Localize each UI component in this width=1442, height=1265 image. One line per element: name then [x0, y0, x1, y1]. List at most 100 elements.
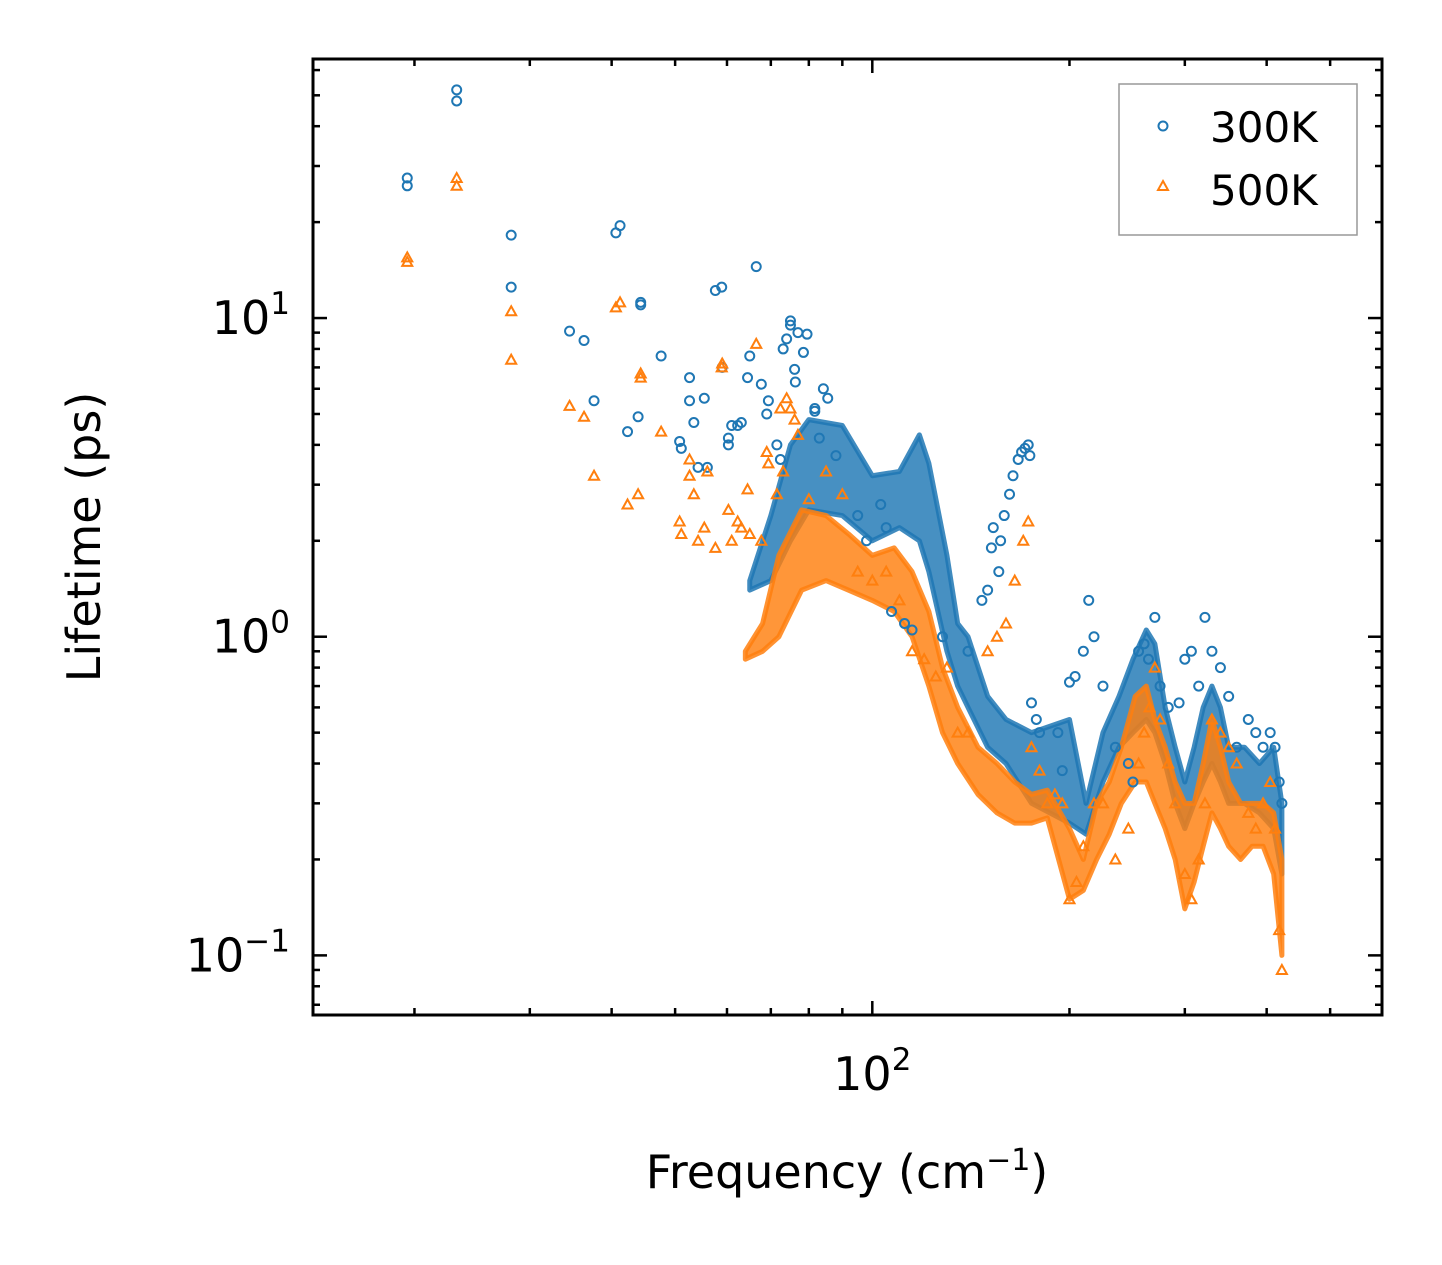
data-point [835, 487, 850, 500]
data-point [674, 435, 686, 447]
x-axis-label: Frequency (cm−1) [646, 1143, 1049, 1199]
data-point [1275, 962, 1289, 975]
data-point [749, 336, 763, 349]
data-point [684, 372, 696, 384]
data-point [1213, 725, 1228, 738]
data-point [1223, 690, 1235, 702]
data-point [822, 392, 834, 404]
data-point [1052, 727, 1064, 739]
data-point [722, 432, 734, 444]
data-point [773, 401, 788, 414]
data-point [742, 372, 754, 384]
data-point [691, 533, 705, 546]
data-point [783, 401, 798, 414]
data-point [781, 333, 793, 345]
data-point [715, 356, 729, 369]
data-point [1087, 796, 1101, 809]
plot-frame [311, 57, 1384, 1017]
data-point [1153, 712, 1167, 725]
data-point [995, 535, 1007, 547]
data-point [1022, 439, 1034, 451]
data-point [813, 432, 825, 444]
y-tick-label-base: 10 [212, 291, 271, 345]
data-point [401, 172, 413, 184]
data-point [776, 464, 790, 477]
data-point [633, 366, 648, 379]
series-500k [400, 170, 1289, 975]
data-point [1257, 741, 1269, 753]
x-tick-label-base: 10 [833, 1047, 892, 1101]
data-point [937, 631, 949, 643]
data-point [760, 444, 774, 457]
legend: 300K 500K [1118, 83, 1358, 236]
data-point [1063, 676, 1075, 688]
data-point [770, 487, 784, 500]
data-point [875, 498, 887, 510]
data-point [980, 644, 995, 657]
data-point [740, 482, 755, 495]
data-point [865, 573, 879, 586]
data-point [1025, 697, 1037, 709]
data-point [1214, 662, 1226, 674]
series-300k [401, 84, 1288, 809]
data-point [1256, 796, 1270, 809]
data-point [1138, 638, 1150, 650]
data-point [779, 391, 794, 404]
data-point [1008, 573, 1022, 586]
data-point [1184, 892, 1199, 905]
data-point [700, 464, 715, 477]
data-point [1168, 796, 1182, 809]
data-point [1127, 776, 1139, 788]
data-point [743, 526, 757, 540]
data-point [1034, 727, 1046, 739]
data-point [682, 452, 697, 465]
data-point [789, 363, 801, 375]
data-point [708, 540, 723, 553]
data-point [724, 533, 739, 546]
data-point [1069, 874, 1084, 887]
data-point [1007, 470, 1019, 482]
data-point [1004, 488, 1016, 500]
data-point [861, 535, 873, 547]
data-point [1032, 763, 1047, 776]
data-point [1024, 450, 1036, 462]
dense-band-500k [742, 507, 1285, 958]
data-point [1097, 680, 1109, 692]
data-point [892, 593, 907, 606]
data-point [734, 520, 749, 533]
legend-marker-500k [1156, 178, 1170, 191]
data-point [687, 487, 701, 500]
data-point [976, 594, 988, 606]
data-point [578, 335, 590, 347]
data-point [587, 468, 601, 481]
data-point [1206, 645, 1218, 657]
data-point [985, 542, 997, 554]
data-point [1221, 740, 1236, 753]
data-point [762, 395, 774, 407]
data-point [797, 346, 809, 358]
data-point [1131, 756, 1146, 769]
data-point [698, 392, 710, 404]
legend-label-300k: 300K [1210, 103, 1319, 152]
data-point [1133, 645, 1145, 657]
data-point [1016, 533, 1030, 546]
x-axis-label-suffix: ) [1030, 1145, 1048, 1199]
data-point [999, 616, 1013, 629]
data-point [1083, 594, 1095, 606]
data-point [1263, 774, 1277, 788]
data-point [449, 178, 464, 191]
data-point [905, 644, 919, 657]
data-point [1148, 660, 1162, 673]
x-tick-label-exponent: 2 [892, 1042, 912, 1078]
data-point [961, 725, 975, 738]
data-point [777, 343, 789, 355]
data-point [562, 398, 577, 411]
data-point [1024, 740, 1039, 753]
data-point [1185, 645, 1197, 657]
data-point [564, 325, 576, 337]
data-point [504, 304, 518, 317]
data-point [917, 652, 931, 665]
data-point [1264, 727, 1276, 739]
y-tick-label: 100 [212, 605, 290, 664]
